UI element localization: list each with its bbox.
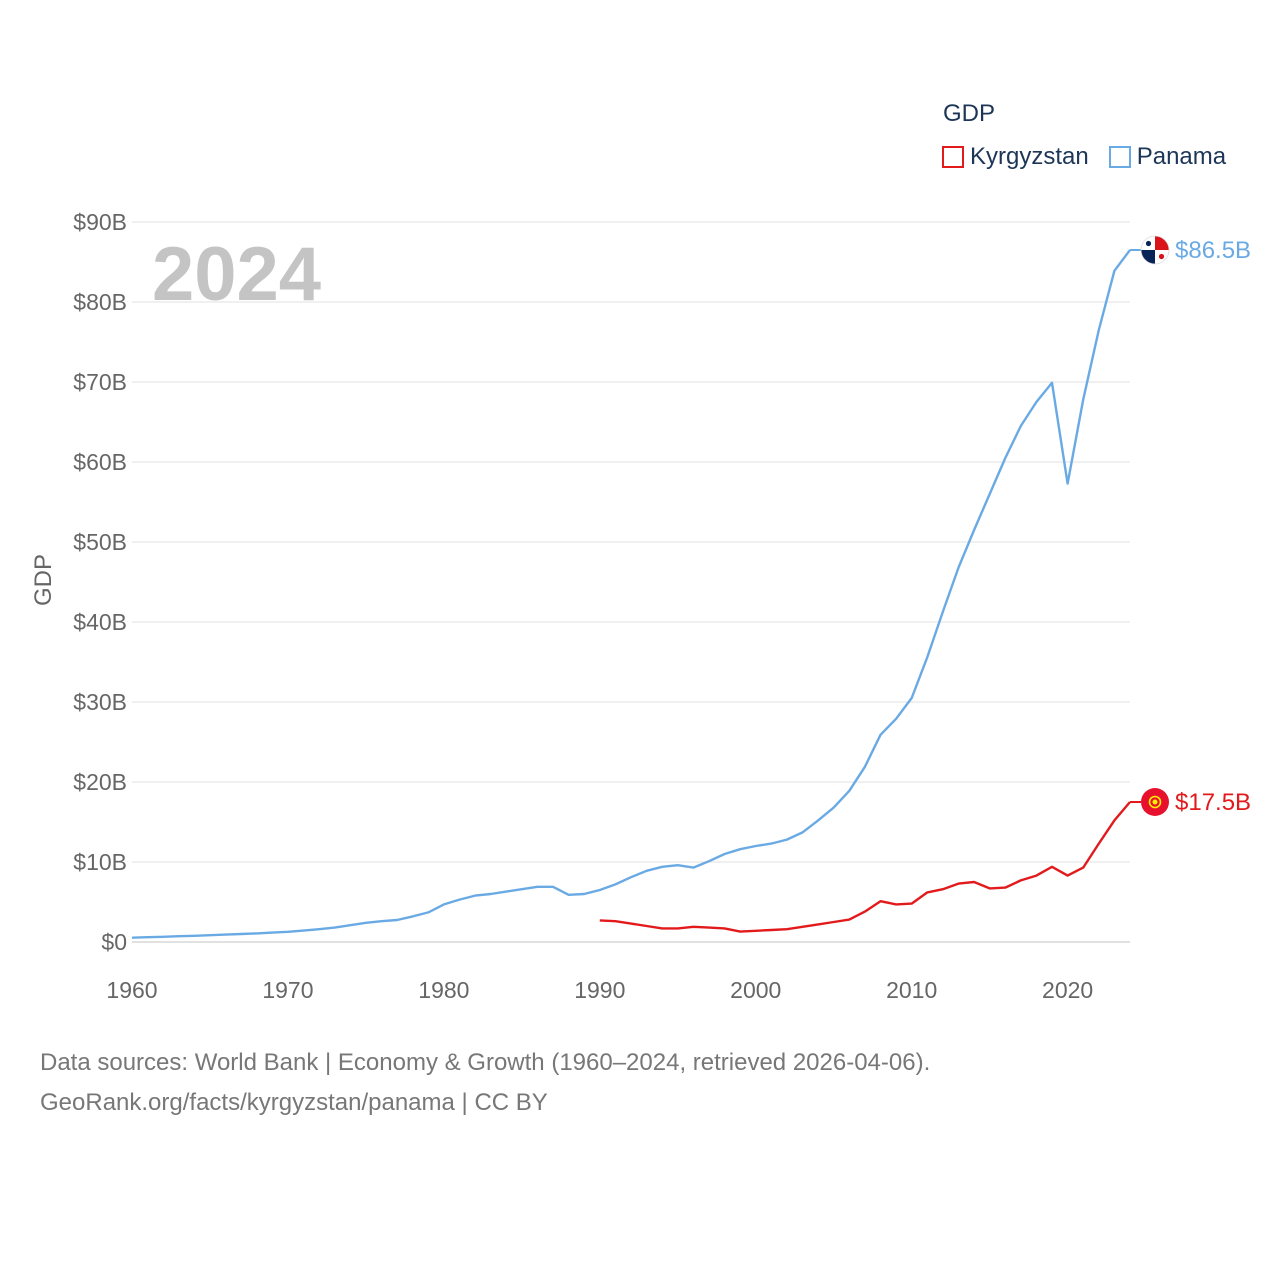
- x-tick-label: 1970: [262, 977, 313, 1003]
- x-tick-label: 2020: [1042, 977, 1093, 1003]
- y-tick-label: $70B: [73, 369, 127, 395]
- x-axis-ticks: 1960 1970 1980 1990 2000 2010 2020: [106, 977, 1093, 1003]
- y-tick-label: $20B: [73, 769, 127, 795]
- x-tick-label: 1980: [418, 977, 469, 1003]
- legend-swatch-kyrgyzstan: [942, 146, 964, 168]
- series-line-kyrgyzstan: [599, 801, 1131, 933]
- year-watermark: 2024: [152, 232, 321, 317]
- y-tick-label: $60B: [73, 449, 127, 475]
- x-tick-label: 1990: [574, 977, 625, 1003]
- y-tick-label: $50B: [73, 529, 127, 555]
- y-tick-label: $30B: [73, 689, 127, 715]
- y-tick-label: $10B: [73, 849, 127, 875]
- y-axis-label: GDP: [30, 554, 57, 606]
- flag-icon-panama: [1140, 235, 1170, 265]
- series-end-markers: $86.5B $17.5B: [1130, 235, 1251, 816]
- y-tick-label: $90B: [73, 209, 127, 235]
- x-tick-label: 1960: [106, 977, 157, 1003]
- y-tick-label: $0: [101, 929, 127, 955]
- source-note: Data sources: World Bank | Economy & Gro…: [40, 1043, 930, 1123]
- legend-item-kyrgyzstan[interactable]: Kyrgyzstan: [942, 143, 1089, 171]
- legend-swatch-panama: [1108, 146, 1131, 168]
- legend-label-kyrgyzstan: Kyrgyzstan: [970, 143, 1089, 170]
- y-axis-ticks: $0 $10B $20B $30B $40B $50B $60B $70B $80B $90B: [73, 209, 127, 955]
- source-line-1: Data sources: World Bank | Economy & Gro…: [40, 1049, 931, 1076]
- grid-lines: [132, 221, 1130, 943]
- source-line-2: GeoRank.org/facts/kyrgyzstan/panama | CC…: [40, 1089, 548, 1116]
- end-value-label-panama: $86.5B: [1175, 237, 1251, 264]
- legend-title: GDP: [943, 100, 996, 127]
- end-value-label-kyrgyzstan: $17.5B: [1175, 789, 1251, 816]
- flag-icon-kyrgyzstan: [1141, 788, 1169, 816]
- y-tick-label: $40B: [73, 609, 127, 635]
- legend-label-panama: Panama: [1136, 143, 1227, 170]
- series-lines: [131, 249, 1131, 939]
- legend-item-panama[interactable]: Panama: [1108, 143, 1227, 171]
- y-tick-label: $80B: [73, 289, 127, 315]
- x-tick-label: 2000: [730, 977, 781, 1003]
- x-tick-label: 2010: [886, 977, 937, 1003]
- series-line-panama: [131, 249, 1131, 939]
- legend: Kyrgyzstan Panama: [942, 143, 1238, 171]
